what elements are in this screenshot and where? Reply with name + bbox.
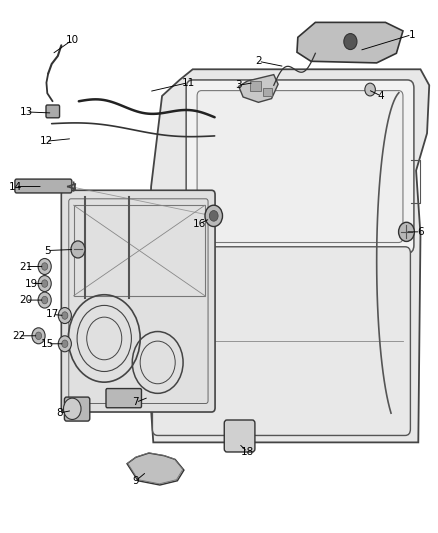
Text: 3: 3 [235, 80, 242, 90]
Polygon shape [239, 75, 278, 102]
Circle shape [32, 328, 45, 344]
Text: 14: 14 [9, 182, 22, 191]
Text: 17: 17 [46, 310, 59, 319]
Text: 4: 4 [378, 91, 385, 101]
Text: 18: 18 [241, 447, 254, 457]
Text: 7: 7 [132, 398, 139, 407]
Circle shape [62, 340, 68, 348]
Circle shape [365, 83, 375, 96]
Circle shape [344, 34, 357, 50]
Bar [74, 205, 205, 296]
Polygon shape [147, 69, 429, 442]
FancyBboxPatch shape [106, 389, 141, 408]
FancyBboxPatch shape [197, 91, 403, 243]
Circle shape [38, 259, 51, 274]
Text: 16: 16 [193, 219, 206, 229]
Text: 15: 15 [41, 339, 54, 349]
Text: 2: 2 [255, 56, 262, 66]
FancyBboxPatch shape [64, 397, 90, 421]
FancyBboxPatch shape [224, 420, 255, 452]
FancyBboxPatch shape [61, 190, 215, 412]
FancyBboxPatch shape [15, 179, 72, 193]
Circle shape [64, 398, 81, 419]
Text: 8: 8 [56, 408, 63, 418]
Text: 20: 20 [19, 295, 32, 305]
Circle shape [209, 211, 218, 221]
Text: 6: 6 [417, 227, 424, 237]
Circle shape [62, 312, 68, 319]
Circle shape [205, 205, 223, 227]
Text: 5: 5 [44, 246, 51, 255]
FancyBboxPatch shape [152, 247, 410, 435]
Circle shape [38, 292, 51, 308]
Text: 1: 1 [408, 30, 415, 39]
Circle shape [58, 336, 71, 352]
Circle shape [35, 332, 42, 340]
Circle shape [58, 308, 71, 324]
Circle shape [38, 276, 51, 292]
Text: 10: 10 [66, 35, 79, 45]
Text: 22: 22 [12, 331, 25, 341]
Circle shape [71, 241, 85, 258]
Text: 21: 21 [19, 262, 32, 271]
Circle shape [42, 263, 48, 270]
Circle shape [399, 222, 414, 241]
Text: 19: 19 [25, 279, 38, 288]
Text: 11: 11 [182, 78, 195, 87]
Circle shape [42, 280, 48, 287]
Polygon shape [127, 453, 184, 485]
Text: 13: 13 [20, 107, 33, 117]
Text: 9: 9 [132, 476, 139, 486]
Circle shape [42, 296, 48, 304]
Polygon shape [297, 22, 403, 63]
FancyBboxPatch shape [46, 105, 60, 118]
Bar [250, 81, 261, 91]
FancyBboxPatch shape [186, 80, 414, 253]
Bar [263, 88, 272, 96]
Text: 12: 12 [39, 136, 53, 146]
